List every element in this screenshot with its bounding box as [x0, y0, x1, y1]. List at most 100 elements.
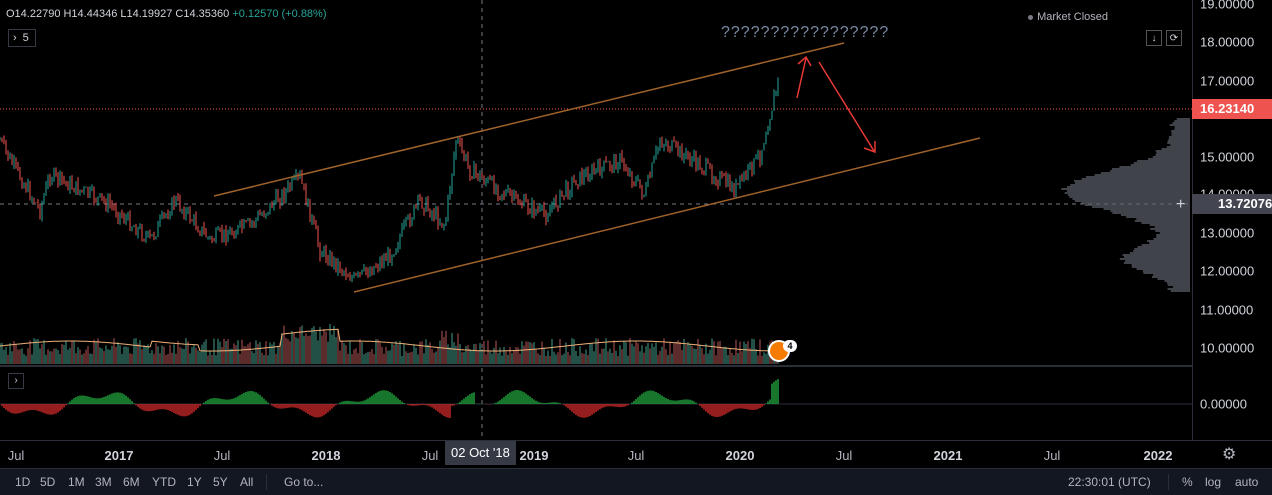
ohlc-legend: O14.22790 H14.44346 L14.19927 C14.35360 … — [6, 8, 327, 20]
price-change: +0.12570 (+0.88%) — [232, 8, 327, 20]
volume-profile-bar — [1173, 286, 1190, 288]
volume-profile-bar — [1141, 222, 1190, 224]
volume-profile-bar — [1141, 244, 1190, 246]
price-axis-label: 12.00000 — [1200, 263, 1255, 279]
time-axis[interactable] — [0, 440, 1272, 469]
arrow-down-icon[interactable]: ↓ — [1146, 30, 1162, 46]
volume-profile-bar — [1110, 170, 1190, 172]
bottom-toolbar: 1D 5D 1M 3M 6M YTD 1Y 5Y All Go to... 22:30:01 (… — [0, 468, 1272, 495]
volume-profile-bar — [1103, 208, 1190, 210]
volume-profile-bar — [1092, 206, 1190, 208]
volume-profile-bar — [1156, 152, 1190, 154]
market-status: Market Closed — [1028, 11, 1108, 23]
volume-profile-bar — [1112, 212, 1190, 214]
time-axis-label: 2018 — [311, 448, 341, 463]
chart-area[interactable]: O14.22790 H14.44346 L14.19927 C14.35360 … — [0, 0, 1192, 440]
crosshair-plus-icon[interactable]: + — [1176, 196, 1186, 213]
time-axis-label: Jul — [1043, 448, 1061, 463]
time-axis-label: Jul — [213, 448, 231, 463]
volume-bars — [0, 324, 779, 364]
events-count[interactable]: 4 — [783, 340, 797, 352]
status-dot-icon — [1028, 14, 1034, 20]
price-axis-label: 19.00000 — [1200, 0, 1255, 12]
volume-profile-bar — [1061, 188, 1190, 190]
ohlc-values: O14.22790 H14.44346 L14.19927 C14.35360 — [6, 8, 230, 20]
range-button-5d[interactable]: 5D — [40, 475, 56, 489]
volume-profile-bar — [1086, 176, 1190, 178]
volume-profile-bar — [1176, 118, 1190, 120]
price-axis-label: 0.00000 — [1200, 396, 1247, 412]
goto-button[interactable]: Go to... — [284, 475, 324, 489]
candles — [0, 77, 779, 283]
volume-profile-bar — [1129, 252, 1190, 254]
range-button-3m[interactable]: 3M — [95, 475, 112, 489]
volume-profile-bar — [1152, 156, 1190, 158]
range-button-all[interactable]: All — [240, 475, 254, 489]
volume-profile-bar — [1126, 216, 1190, 218]
range-button-6m[interactable]: 6M — [123, 475, 140, 489]
volume-profile-bar — [1110, 210, 1190, 212]
volume-profile-bar — [1147, 240, 1190, 242]
auto-toggle[interactable]: auto — [1235, 475, 1259, 489]
clock[interactable]: 22:30:01 (UTC) — [1068, 475, 1151, 489]
volume-profile-bar — [1066, 190, 1190, 192]
volume-profile-bar — [1155, 154, 1190, 156]
percent-toggle[interactable]: % — [1182, 475, 1193, 489]
volume-profile-bar — [1066, 186, 1190, 188]
arrow-down[interactable] — [818, 61, 876, 154]
volume-profile-bar — [1166, 146, 1190, 148]
volume-profile-bar — [1174, 120, 1190, 122]
volume-profile-bar — [1168, 138, 1190, 140]
volume-profile-bar — [1167, 140, 1190, 142]
price-scale[interactable] — [1192, 0, 1272, 440]
range-button-1m[interactable]: 1M — [68, 475, 85, 489]
crosshair — [0, 0, 1192, 440]
volume-profile-bar — [1174, 126, 1190, 128]
time-axis-label: 2017 — [104, 448, 134, 463]
volume-profile-bar — [1119, 258, 1190, 260]
volume-profile-bar — [1143, 272, 1190, 274]
volume-profile-bar — [1134, 248, 1190, 250]
volume-profile-bar — [1069, 196, 1190, 198]
annotation-text[interactable]: ????????????????? — [721, 24, 890, 41]
volume-profile-bar — [1168, 136, 1190, 138]
current-price-badge: 16.23140 — [1192, 99, 1272, 119]
volume-profile-bar — [1153, 238, 1190, 240]
time-axis-label: Jul — [7, 448, 25, 463]
volume-profile-bar — [1136, 218, 1190, 220]
market-status-text: Market Closed — [1037, 11, 1108, 23]
volume-profile-bar — [1157, 278, 1190, 280]
channel-lower-line[interactable] — [353, 137, 981, 293]
volume-profile-bar — [1148, 158, 1190, 160]
oscillator-pane-toggle[interactable]: › — [8, 373, 24, 389]
volume-profile-bar — [1131, 264, 1190, 266]
refresh-icon[interactable]: ⟳ — [1166, 30, 1182, 46]
volume-profile-bar — [1169, 124, 1190, 126]
volume-profile-bar — [1171, 132, 1190, 134]
volume-profile-bar — [1131, 266, 1190, 268]
price-axis-label: 11.00000 — [1200, 302, 1254, 318]
volume-profile-bar — [1125, 260, 1190, 262]
volume-profile-bar — [1119, 166, 1190, 168]
volume-profile-bar — [1166, 282, 1190, 284]
price-axis-label: 18.00000 — [1200, 34, 1255, 50]
volume-profile-bar — [1155, 150, 1190, 152]
interval-selector[interactable]: › 5 — [8, 29, 36, 47]
price-chart[interactable] — [0, 0, 1192, 440]
volume-profile-bar — [1134, 220, 1190, 222]
arrow-up[interactable] — [796, 55, 812, 99]
range-button-1d[interactable]: 1D — [15, 475, 31, 489]
channel-upper-line[interactable] — [213, 42, 845, 197]
range-button-5y[interactable]: 5Y — [213, 475, 228, 489]
volume-profile-bar — [1070, 184, 1190, 186]
time-axis-label: Jul — [835, 448, 853, 463]
volume-profile-bar — [1167, 288, 1190, 290]
volume-profile-bar — [1133, 250, 1190, 252]
gear-icon[interactable]: ⚙ — [1222, 446, 1237, 463]
range-button-ytd[interactable]: YTD — [152, 475, 176, 489]
volume-profile-bar — [1174, 128, 1190, 130]
range-button-1y[interactable]: 1Y — [187, 475, 202, 489]
log-toggle[interactable]: log — [1205, 475, 1222, 489]
volume-profile — [1061, 118, 1190, 292]
volume-profile-bar — [1137, 160, 1190, 162]
